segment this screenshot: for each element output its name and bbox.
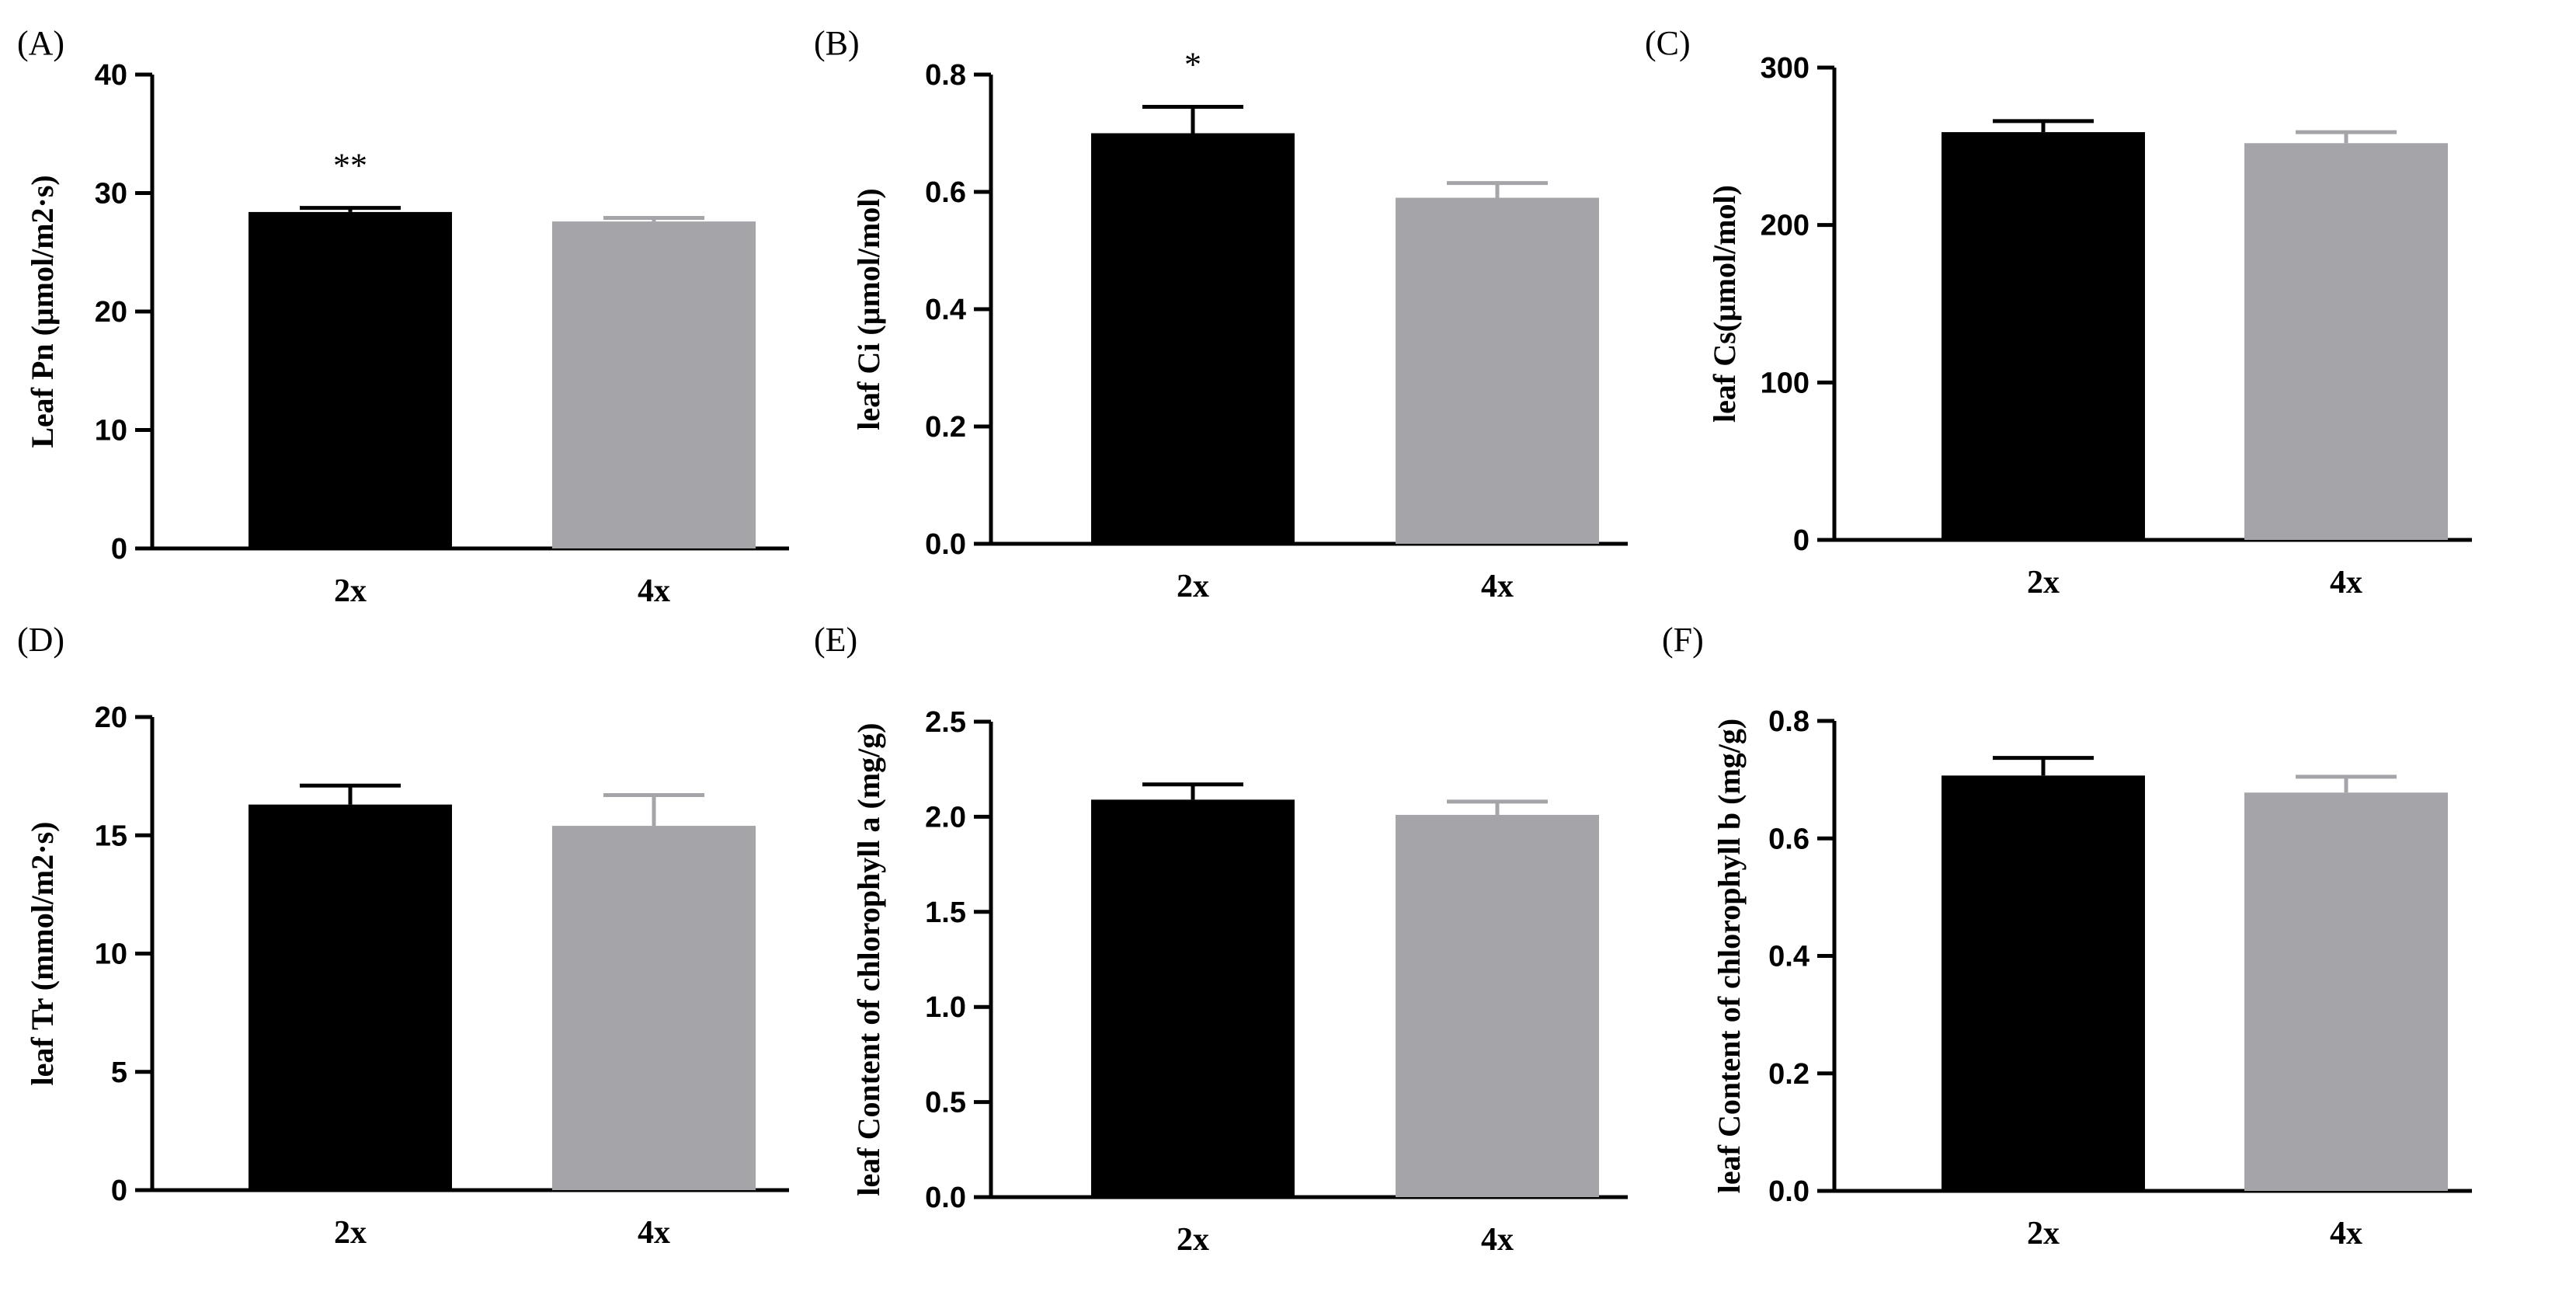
y-tick-label: 0: [1793, 524, 1809, 557]
chart-panel-a: (A) 0 10 20 30 40 ** 2x 4x Leaf Pn (μmol/m2·s): [17, 24, 789, 609]
y-tick-label: 0.0: [1768, 1175, 1809, 1208]
y-tick-label: 20: [95, 701, 127, 734]
y-tick-label: 5: [111, 1057, 127, 1089]
y-tick-label: 10: [95, 415, 127, 447]
panel-label: (C): [1645, 24, 1691, 62]
panel-label: (A): [17, 24, 64, 62]
x-tick-label-2x: 2x: [334, 573, 367, 609]
chart-panel-e: (E) 0.0 0.5 1.0 1.5 2.0 2.5 2x 4x leaf Content of…: [814, 621, 1628, 1258]
bar-2x: [1091, 799, 1295, 1197]
panel-label: (F): [1662, 621, 1704, 659]
y-tick-label: 0.0: [925, 528, 966, 561]
y-tick-label: 0.8: [925, 59, 966, 92]
panel-label: (D): [17, 621, 64, 659]
y-axis-title: leaf Content of chlorophyll a (mg/g): [851, 722, 886, 1196]
y-axis-title: Leaf Pn (μmol/m2·s): [25, 175, 60, 448]
panel-label: (B): [814, 24, 860, 62]
y-tick-label: 10: [95, 938, 127, 971]
bar-4x: [552, 826, 756, 1190]
y-tick-label: 0.0: [925, 1182, 966, 1214]
y-tick-label: 0.4: [925, 294, 966, 326]
y-tick-label: 20: [95, 296, 127, 329]
y-tick-label: 2.0: [925, 801, 966, 834]
y-tick-label: 40: [95, 59, 127, 92]
x-tick-label-4x: 4x: [1481, 1222, 1514, 1258]
bar-2x: [1942, 132, 2145, 541]
y-tick-label: 30: [95, 178, 127, 211]
chart-panel-d: (D) 0 5 10 15 20 2x 4x leaf Tr (mmol/m2·s): [17, 621, 789, 1251]
panel-label: (E): [814, 621, 857, 659]
y-tick-label: 0.6: [925, 176, 966, 209]
y-tick-label: 0.6: [1768, 823, 1809, 855]
significance-2x: **: [333, 147, 367, 185]
bar-2x: [1091, 133, 1295, 544]
x-tick-label-2x: 2x: [2027, 565, 2060, 601]
bar-4x: [2244, 792, 2448, 1191]
x-tick-label-4x: 4x: [1481, 569, 1514, 604]
y-tick-label: 0.4: [1768, 941, 1809, 973]
x-tick-label-4x: 4x: [638, 1215, 670, 1251]
y-tick-label: 0: [111, 533, 127, 566]
y-tick-label: 200: [1761, 210, 1809, 242]
y-axis-title: leaf Cs(μmol/mol): [1707, 185, 1742, 423]
y-axis-title: leaf Content of chlorophyll b (mg/g): [1712, 719, 1747, 1193]
bar-2x: [1942, 775, 2145, 1191]
x-tick-label-4x: 4x: [2330, 1216, 2362, 1251]
y-tick-label: 0.2: [925, 411, 966, 444]
y-tick-label: 1.0: [925, 991, 966, 1024]
y-tick-label: 0.8: [1768, 705, 1809, 738]
x-tick-label-4x: 4x: [638, 573, 670, 609]
chart-panel-b: (B) 0.0 0.2 0.4 0.6 0.8 * 2x 4x leaf Ci (μmol/mol…: [814, 24, 1628, 604]
x-tick-label-2x: 2x: [1177, 1222, 1209, 1258]
bar-2x: [249, 211, 452, 548]
x-tick-label-2x: 2x: [2027, 1216, 2060, 1251]
chart-panel-c: (C) 0 100 200 300 2x 4x leaf Cs(μmol/mol): [1645, 24, 2472, 601]
y-tick-label: 15: [95, 820, 127, 852]
y-axis-title: leaf Tr (mmol/m2·s): [25, 822, 60, 1086]
bar-4x: [1396, 814, 1599, 1197]
bar-2x: [249, 804, 452, 1190]
x-tick-label-2x: 2x: [1177, 569, 1209, 604]
bar-4x: [2244, 143, 2448, 540]
x-tick-label-4x: 4x: [2330, 565, 2362, 601]
y-axis-title: leaf Ci (μmol/mol): [851, 188, 886, 430]
y-tick-label: 0: [111, 1175, 127, 1207]
bar-4x: [1396, 197, 1599, 545]
y-tick-label: 1.5: [925, 896, 966, 929]
y-tick-label: 100: [1761, 367, 1809, 399]
significance-2x: *: [1184, 46, 1201, 84]
y-tick-label: 0.5: [925, 1087, 966, 1119]
y-tick-label: 2.5: [925, 706, 966, 739]
x-tick-label-2x: 2x: [334, 1215, 367, 1251]
y-tick-label: 0.2: [1768, 1058, 1809, 1091]
bar-4x: [552, 221, 756, 548]
chart-panel-f: (F) 0.0 0.2 0.4 0.6 0.8 2x 4x leaf Content of ch…: [1662, 621, 2472, 1251]
y-tick-label: 300: [1761, 52, 1809, 85]
